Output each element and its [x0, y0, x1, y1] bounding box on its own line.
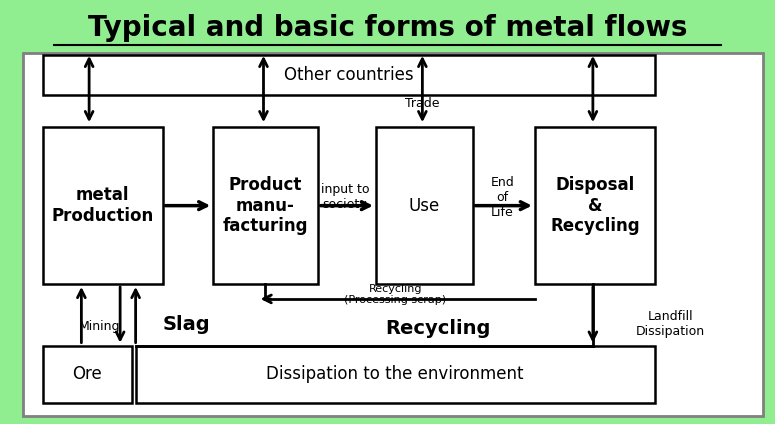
FancyBboxPatch shape [43, 55, 655, 95]
Text: metal
Production: metal Production [52, 186, 153, 225]
FancyBboxPatch shape [136, 346, 655, 403]
Text: input to
society: input to society [321, 183, 369, 211]
FancyBboxPatch shape [376, 127, 473, 284]
Text: Other countries: Other countries [284, 66, 414, 84]
Text: Use: Use [408, 197, 440, 215]
FancyBboxPatch shape [43, 127, 163, 284]
FancyBboxPatch shape [535, 127, 655, 284]
Text: Trade: Trade [405, 98, 439, 110]
Text: Product
manu-
facturing: Product manu- facturing [222, 176, 308, 235]
FancyBboxPatch shape [43, 346, 132, 403]
Text: Disposal
&
Recycling: Disposal & Recycling [550, 176, 639, 235]
Text: Dissipation to the environment: Dissipation to the environment [267, 365, 524, 383]
Text: Ore: Ore [72, 365, 102, 383]
FancyBboxPatch shape [213, 127, 318, 284]
Text: End
of
Life: End of Life [491, 176, 514, 219]
FancyBboxPatch shape [23, 53, 763, 416]
Text: Typical and basic forms of metal flows: Typical and basic forms of metal flows [88, 14, 687, 42]
Text: Recycling
(Processing scrap): Recycling (Processing scrap) [344, 284, 446, 305]
Text: Slag: Slag [163, 315, 210, 334]
Text: Mining: Mining [78, 320, 120, 333]
Text: Recycling: Recycling [385, 319, 491, 338]
Text: Landfill
Dissipation: Landfill Dissipation [636, 310, 705, 338]
